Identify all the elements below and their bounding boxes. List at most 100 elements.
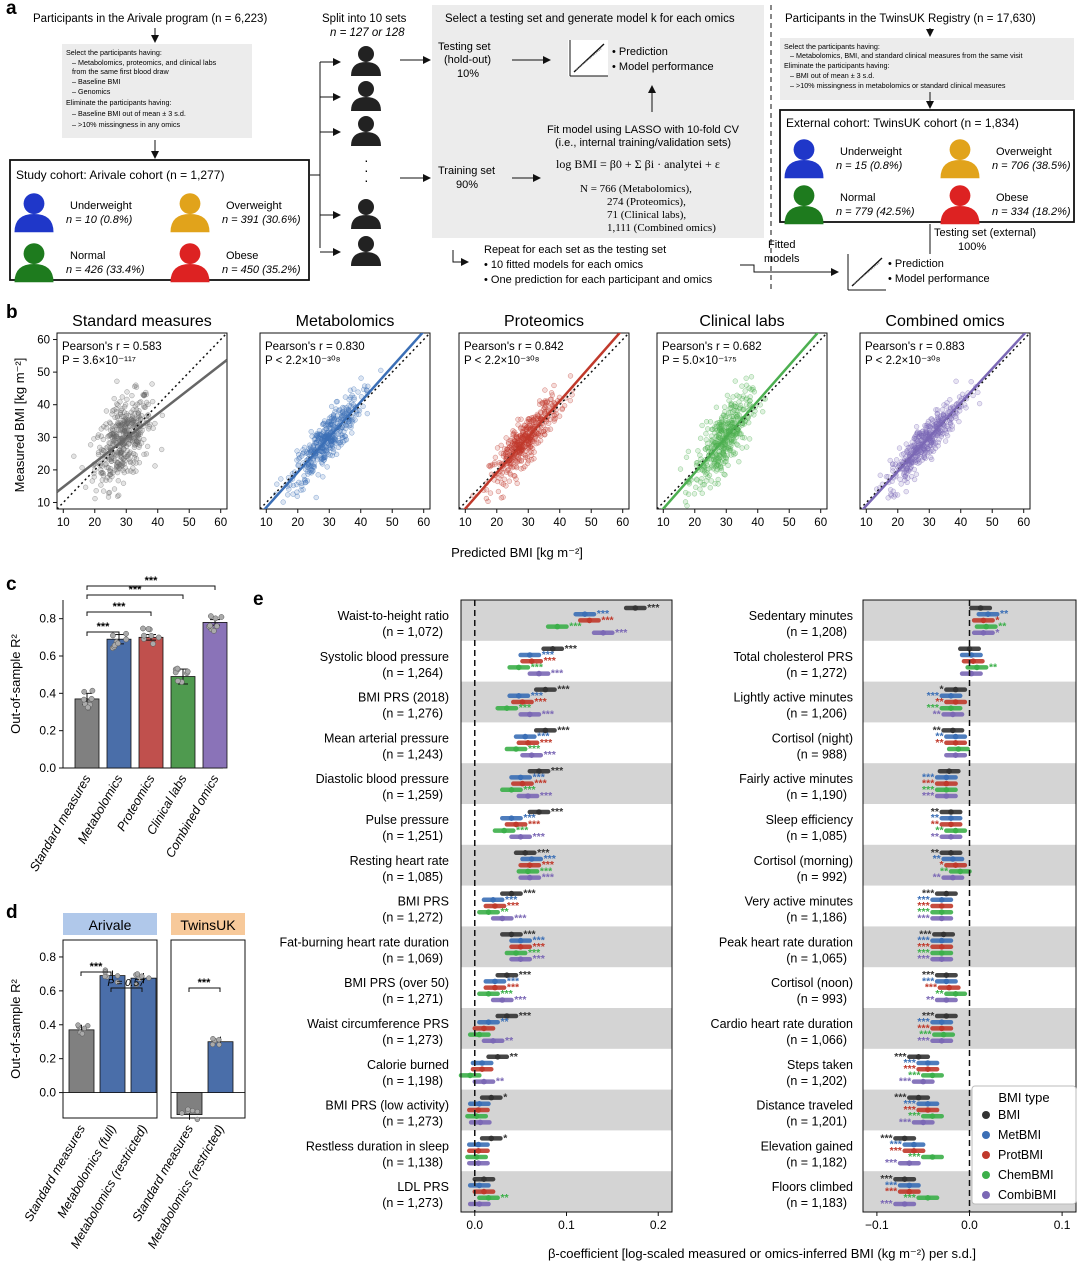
point-estimate [943,793,950,799]
group-count: n = 15 (0.8%) [836,160,903,172]
point-estimate [582,611,588,617]
identity-line [56,332,228,510]
data-point [542,404,548,411]
data-point [515,422,521,428]
x-tick-label: 60 [214,517,227,529]
data-point [551,412,557,418]
data-point [547,396,554,403]
scatter-thumbnail-icon [847,254,886,291]
data-point [511,429,518,435]
data-point [725,462,731,469]
c-ylabel: Out-of-sample R² [8,633,23,733]
person-head [358,236,374,252]
point-estimate [479,1066,485,1072]
sig-stars: ** [496,1076,505,1088]
sig-stars: *** [198,977,212,989]
scatter-subplot: Clinical labs 10 20 30 40 50 60 Pearson's r = 0… [656,313,828,529]
x-tick-label: 60 [616,517,629,529]
data-point [342,394,349,400]
row-label: Mean arterial pressure [324,731,449,745]
data-point [301,473,307,479]
row-n: (n = 1,198) [382,1074,443,1088]
point-estimate [938,915,945,922]
row-n: (n = 1,271) [382,992,443,1006]
data-point [737,402,744,409]
data-point [485,498,491,505]
data-point [743,375,749,381]
data-point [912,433,918,440]
data-point [106,419,113,425]
x-tick-label: 10 [657,517,670,529]
row-label: Floors climbed [772,1180,853,1194]
scatter-points [874,378,983,501]
repeat-line: • One prediction for each participant an… [484,274,713,286]
data-point [499,470,505,476]
x-tick-label: 30 [522,517,535,529]
data-point [933,432,940,438]
sig-stars: *** [922,790,935,802]
data-point [492,460,498,466]
data-point [159,446,165,453]
data-point [329,452,336,459]
data-point [725,444,731,451]
data-point [336,440,342,446]
point-estimate [477,1119,484,1126]
legend-marker [982,1131,990,1139]
row-n: (n = 1,206) [786,707,847,721]
point-estimate [632,605,639,611]
data-point [303,450,310,456]
person-icon [170,193,210,233]
fold-point [89,687,96,694]
sig-stars: *** [917,953,930,965]
training-set-label: Training set [438,165,495,177]
data-point [968,379,974,385]
b-ylabel: Measured BMI [kg m⁻²] [12,358,27,493]
sig-stars: *** [533,831,546,843]
data-point [114,426,120,433]
panel-e: e Waist-to-height ratio(n = 1,072)******… [253,589,1077,1261]
data-point [935,416,942,422]
point-estimate [508,815,515,821]
point-estimate [490,1038,496,1044]
data-point [731,403,737,409]
data-point [903,466,909,473]
legend: BMI type BMI MetBMI ProtBMI ChemBMI CombiBMI [971,1085,1077,1205]
prediction-bullet: • Prediction [612,46,668,58]
data-point [739,445,745,451]
data-point [744,444,750,450]
point-estimate [915,1054,922,1060]
point-estimate [925,1107,931,1113]
data-point [705,426,711,432]
fold-point [216,1037,222,1043]
data-point [739,383,745,389]
data-point [715,481,721,487]
sig-stars: ** [998,621,1007,633]
repeat-line: Repeat for each set as the testing set [484,244,666,256]
point-estimate [481,1188,487,1195]
sig-stars: *** [90,961,104,973]
point-estimate [938,897,945,903]
row-label: Restless duration in sleep [306,1139,449,1153]
fold-point [85,704,91,711]
y-tick-label: 0.4 [39,686,56,700]
fold-point [155,634,162,641]
data-point [518,426,524,432]
n-line: 274 (Proteomics), [607,196,686,208]
point-estimate [476,1182,483,1189]
point-estimate [488,1094,495,1101]
data-point [111,486,118,492]
data-point [526,418,532,425]
point-estimate [600,630,606,636]
data-point [954,410,960,416]
y-tick-label: 50 [37,367,50,379]
data-point [697,486,703,492]
data-point [512,457,518,464]
point-estimate [952,827,959,834]
data-point [320,474,326,480]
ellipsis-dots: · [364,172,369,188]
row-n: (n = 1,065) [786,951,847,965]
fold-point [79,1031,85,1037]
x-tick-label: 10 [260,517,273,529]
select-item: from the same first blood draw [72,67,169,76]
point-estimate [946,984,952,991]
